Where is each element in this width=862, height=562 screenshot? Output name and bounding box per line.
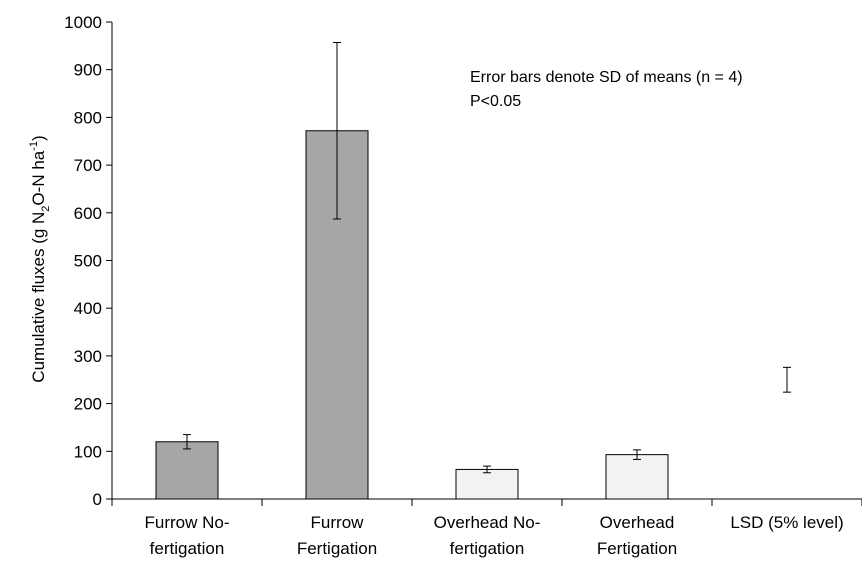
- y-tick-label-500: 500: [74, 252, 102, 271]
- y-axis-title-superscript: -1: [28, 141, 40, 151]
- category-label-1-line-1: Fertigation: [297, 539, 377, 558]
- axes-layer: [106, 21, 862, 506]
- y-tick-label-600: 600: [74, 204, 102, 223]
- error-bars-layer: [183, 42, 791, 474]
- y-tick-label-900: 900: [74, 61, 102, 80]
- category-label-1-line-0: Furrow: [311, 513, 365, 532]
- bar-0: [155, 441, 219, 500]
- y-tick-label-800: 800: [74, 108, 102, 127]
- y-tick-label-0: 0: [93, 490, 102, 509]
- y-axis-title-part-1: Cumulative fluxes (g N: [29, 212, 48, 383]
- category-label-0-line-1: fertigation: [150, 539, 225, 558]
- y-axis-title-part-2: O-N ha: [29, 150, 48, 205]
- y-axis-title-subscript: 2: [40, 206, 52, 212]
- y-axis-title-part-3: ): [29, 135, 48, 141]
- category-label-3-line-0: Overhead: [600, 513, 675, 532]
- category-label-4-line-0: LSD (5% level): [730, 513, 843, 532]
- category-label-2-line-0: Overhead No-: [434, 513, 541, 532]
- y-tick-label-400: 400: [74, 299, 102, 318]
- labels-layer: 0 100 200 300 400 500 600 700 800 900 1000 Furrow N…: [64, 13, 844, 558]
- annotation-error-bars: Error bars denote SD of means (n = 4): [470, 69, 743, 86]
- category-label-2-line-1: fertigation: [450, 539, 525, 558]
- y-tick-label-200: 200: [74, 395, 102, 414]
- annotation-p-value: P<0.05: [470, 93, 521, 110]
- y-tick-label-100: 100: [74, 442, 102, 461]
- y-axis-title: Cumulative fluxes (g N2O-N ha-1): [28, 135, 52, 382]
- bar-3: [605, 454, 669, 500]
- y-tick-label-300: 300: [74, 347, 102, 366]
- y-tick-label-1000: 1000: [64, 13, 102, 32]
- category-label-0-line-0: Furrow No-: [144, 513, 229, 532]
- category-label-3-line-1: Fertigation: [597, 539, 677, 558]
- bar-2: [455, 468, 519, 500]
- bars-layer: [155, 130, 669, 500]
- y-tick-label-700: 700: [74, 156, 102, 175]
